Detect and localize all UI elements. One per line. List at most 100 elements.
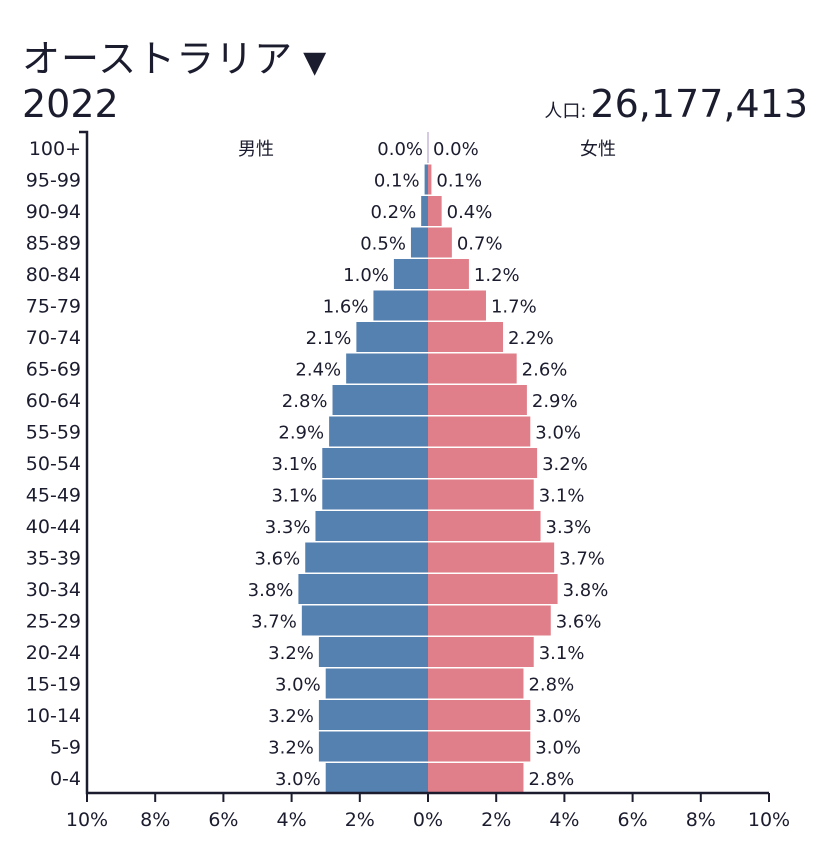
male-value-label: 2.4% <box>295 360 341 381</box>
female-bar <box>428 605 551 636</box>
age-label: 10-14 <box>26 705 81 727</box>
age-label: 35-39 <box>26 548 81 570</box>
age-label: 0-4 <box>50 768 81 790</box>
age-label: 65-69 <box>26 359 81 381</box>
x-tick-label: 2% <box>345 809 375 831</box>
population: 人口: 26,177,413 <box>544 82 808 126</box>
male-value-label: 3.2% <box>268 643 314 664</box>
female-bar <box>428 668 524 699</box>
age-label: 25-29 <box>26 611 81 633</box>
male-bar <box>298 574 428 604</box>
male-legend: 男性 <box>238 139 274 160</box>
male-value-label: 0.2% <box>370 202 416 223</box>
male-value-label: 0.0% <box>377 139 423 160</box>
age-label: 80-84 <box>26 264 81 286</box>
female-value-label: 0.4% <box>447 202 493 223</box>
female-bar <box>428 542 555 573</box>
age-label: 40-44 <box>26 516 81 538</box>
female-value-label: 3.8% <box>563 580 609 601</box>
x-tick-label: 0% <box>413 809 443 831</box>
age-label: 60-64 <box>26 390 81 412</box>
x-tick-label: 6% <box>208 809 238 831</box>
female-value-label: 2.9% <box>532 391 578 412</box>
x-tick-label: 4% <box>549 809 579 831</box>
female-value-label: 0.0% <box>433 139 479 160</box>
male-bar <box>301 605 428 636</box>
male-value-label: 3.2% <box>268 738 314 759</box>
country-selector[interactable]: オーストラリア ▼ <box>22 28 327 83</box>
male-value-label: 1.0% <box>343 265 389 286</box>
male-value-label: 3.7% <box>251 612 297 633</box>
female-bar <box>428 479 534 510</box>
male-value-label: 2.1% <box>306 328 352 349</box>
female-value-label: 2.8% <box>528 769 574 790</box>
male-bar <box>325 763 428 793</box>
male-value-label: 3.0% <box>275 675 321 696</box>
male-bar <box>346 353 428 384</box>
female-value-label: 3.0% <box>535 706 581 727</box>
female-value-label: 3.7% <box>559 549 605 570</box>
female-bar <box>428 637 534 667</box>
male-bar <box>322 479 428 510</box>
female-value-label: 3.1% <box>539 643 585 664</box>
age-label: 45-49 <box>26 485 81 507</box>
male-bar <box>329 416 428 447</box>
age-label: 70-74 <box>26 327 81 349</box>
male-value-label: 3.8% <box>248 580 294 601</box>
female-bar <box>428 448 538 478</box>
female-value-label: 3.3% <box>546 517 592 538</box>
country-name: オーストラリア <box>22 37 294 81</box>
female-bar <box>428 164 432 195</box>
male-bar <box>410 227 428 258</box>
male-bar <box>356 322 428 352</box>
age-label: 90-94 <box>26 201 81 223</box>
female-value-label: 1.2% <box>474 265 520 286</box>
age-label: 20-24 <box>26 642 81 664</box>
age-label: 75-79 <box>26 296 81 318</box>
male-value-label: 3.3% <box>265 517 311 538</box>
age-label: 50-54 <box>26 453 81 475</box>
x-tick-label: 6% <box>618 809 648 831</box>
male-value-label: 3.6% <box>255 549 301 570</box>
x-tick-label: 8% <box>140 809 170 831</box>
female-bar <box>428 700 531 730</box>
male-value-label: 2.9% <box>278 423 324 444</box>
x-tick-label: 4% <box>277 809 307 831</box>
female-value-label: 0.7% <box>457 234 503 255</box>
year-label: 2022 <box>22 82 119 126</box>
female-bar <box>428 290 486 321</box>
male-bar <box>322 448 428 478</box>
female-bar <box>428 322 504 352</box>
female-value-label: 3.2% <box>542 454 588 475</box>
age-label: 85-89 <box>26 233 81 255</box>
female-value-label: 0.1% <box>436 171 482 192</box>
male-value-label: 3.2% <box>268 706 314 727</box>
female-value-label: 3.0% <box>535 423 581 444</box>
male-bar <box>318 637 428 667</box>
male-bar <box>332 385 428 415</box>
female-legend: 女性 <box>580 139 616 160</box>
male-value-label: 1.6% <box>323 297 369 318</box>
female-bar <box>428 731 531 762</box>
female-bar <box>428 353 517 384</box>
female-value-label: 3.0% <box>535 738 581 759</box>
female-bar <box>428 763 524 793</box>
population-label: 人口: <box>544 101 587 122</box>
female-value-label: 3.6% <box>556 612 602 633</box>
female-bar <box>428 227 452 258</box>
age-label: 100+ <box>29 138 81 160</box>
x-tick-label: 8% <box>686 809 716 831</box>
x-tick-label: 10% <box>748 809 790 831</box>
female-value-label: 3.1% <box>539 486 585 507</box>
female-value-label: 2.6% <box>522 360 568 381</box>
x-tick-label: 10% <box>66 809 108 831</box>
female-bar <box>428 385 527 415</box>
male-value-label: 0.5% <box>360 234 406 255</box>
male-value-label: 2.8% <box>282 391 328 412</box>
male-bar <box>325 668 428 699</box>
male-bar <box>373 290 428 321</box>
female-value-label: 2.8% <box>528 675 574 696</box>
age-label: 30-34 <box>26 579 81 601</box>
x-tick-label: 2% <box>481 809 511 831</box>
